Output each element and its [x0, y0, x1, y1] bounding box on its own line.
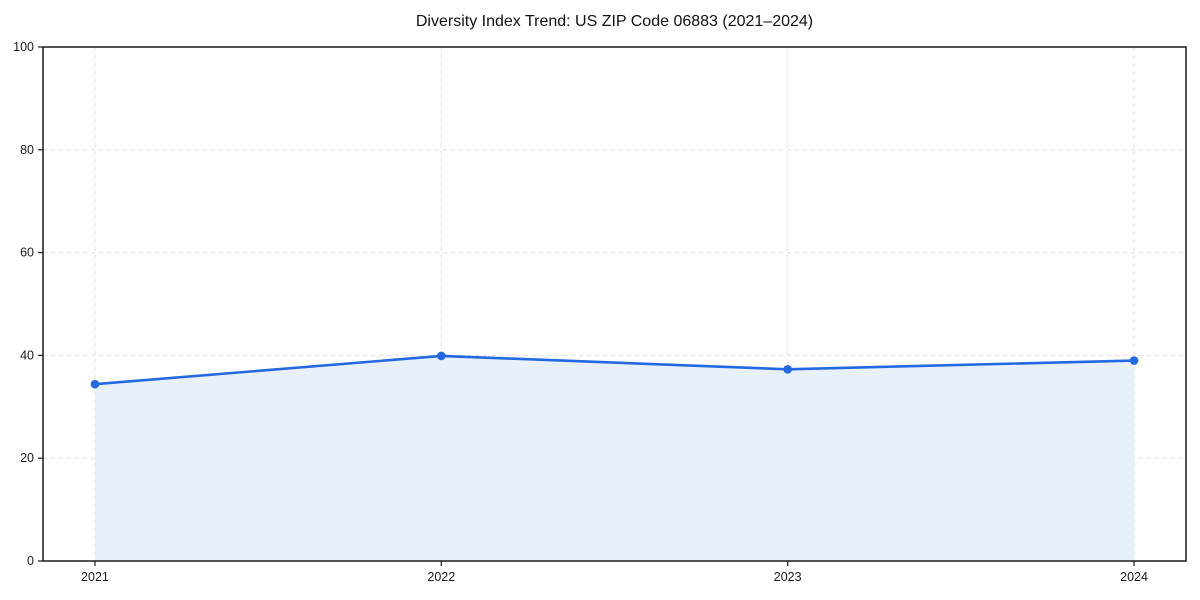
svg-text:80: 80 — [20, 143, 34, 157]
svg-text:0: 0 — [27, 554, 34, 568]
svg-text:2024: 2024 — [1120, 570, 1148, 584]
axes-spines — [42, 46, 1187, 562]
tick-marks — [38, 46, 1135, 566]
svg-text:2021: 2021 — [81, 570, 109, 584]
svg-text:20: 20 — [20, 451, 34, 465]
data-point-2024 — [1129, 356, 1139, 365]
data-point-2021 — [90, 379, 100, 389]
x-tick-labels: 2021 2022 2023 2024 — [81, 570, 1148, 584]
svg-text:2022: 2022 — [427, 570, 455, 584]
chart-title: Diversity Index Trend: US ZIP Code 06883… — [415, 13, 814, 30]
area-fill — [94, 355, 1135, 561]
svg-text:2023: 2023 — [774, 570, 802, 584]
svg-text:100: 100 — [13, 40, 34, 54]
data-point-2022 — [437, 351, 446, 361]
y-tick-labels: 0 20 40 60 80 100 — [13, 40, 34, 568]
trend-line — [93, 354, 1136, 386]
svg-text:60: 60 — [20, 246, 34, 260]
data-points — [90, 351, 1139, 389]
svg-text:40: 40 — [20, 348, 34, 362]
data-point-2023 — [783, 364, 792, 374]
